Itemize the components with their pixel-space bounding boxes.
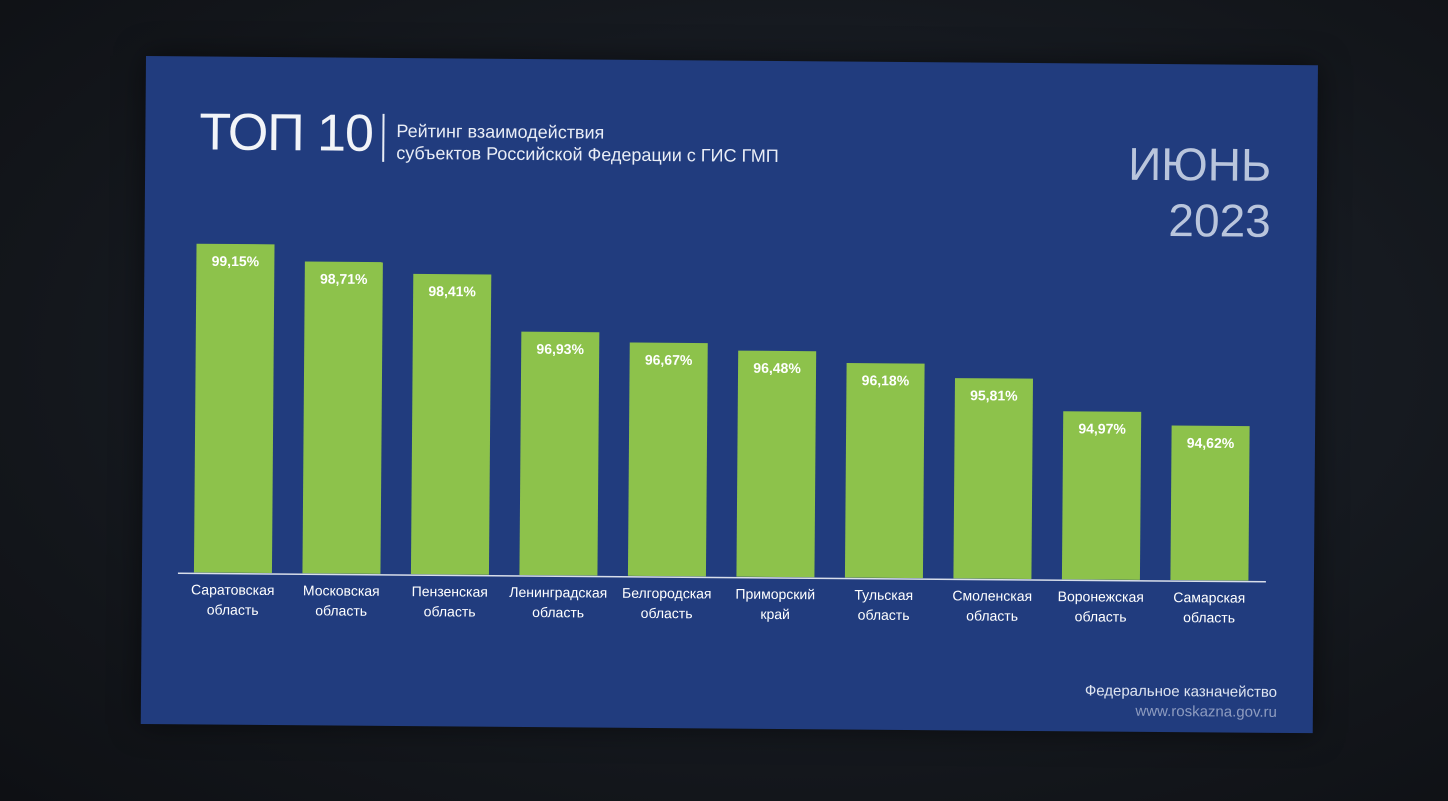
- category-label-9: Воронежская область: [1057, 588, 1144, 625]
- category-label-10: Самарская область: [1173, 589, 1245, 626]
- bar-chart: 99,15% Саратовская область 98,71% Московская…: [177, 243, 1266, 626]
- bar-value-label-9: 94,97%: [1078, 420, 1126, 436]
- bar-8: [953, 378, 1033, 579]
- bar-6: [736, 350, 817, 578]
- bar-value-label-2: 98,71%: [320, 271, 368, 287]
- footer: Федеральное казначейство www.roskazna.go…: [1085, 681, 1277, 723]
- bar-value-label-5: 96,67%: [645, 352, 693, 368]
- bar-5: [627, 342, 708, 577]
- category-label-4: Ленинградская область: [509, 584, 607, 621]
- bar-value-label-10: 94,62%: [1187, 435, 1235, 451]
- bar-1: [193, 243, 275, 574]
- category-label-1: Саратовская область: [191, 581, 275, 618]
- slide-panel: ТОП 10 Рейтинг взаимодействия субъектов …: [140, 56, 1318, 734]
- category-label-5: Белгородская область: [622, 585, 712, 622]
- bar-2: [302, 261, 383, 574]
- category-label-2: Московская область: [303, 582, 380, 619]
- bar-9: [1061, 411, 1142, 580]
- bar-7: [844, 362, 925, 579]
- bar-value-label-3: 98,41%: [428, 283, 476, 299]
- bar-value-label-7: 96,18%: [862, 372, 910, 388]
- bar-value-label-6: 96,48%: [753, 360, 801, 376]
- category-label-3: Пензенская область: [411, 583, 487, 620]
- bar-value-label-1: 99,15%: [212, 253, 260, 269]
- bar-3: [410, 273, 492, 575]
- category-label-8: Смоленская область: [952, 587, 1032, 624]
- bar-value-label-4: 96,93%: [536, 341, 584, 357]
- bar-4: [519, 331, 600, 576]
- footer-url: www.roskazna.gov.ru: [1135, 702, 1277, 721]
- bar-value-label-8: 95,81%: [970, 387, 1018, 403]
- footer-org: Федеральное казначейство: [1084, 682, 1278, 701]
- x-axis-line: [177, 572, 1266, 583]
- category-label-7: Тульская область: [854, 587, 913, 623]
- category-label-6: Приморский край: [735, 586, 815, 623]
- bar-10: [1170, 425, 1250, 581]
